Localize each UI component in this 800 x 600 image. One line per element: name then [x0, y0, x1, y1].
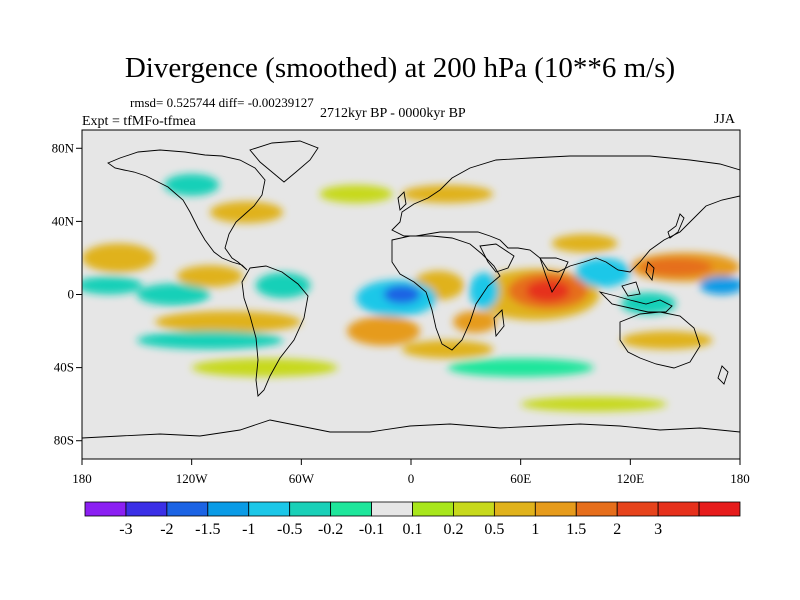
lon-tick-label: 60E: [510, 471, 531, 486]
colorbar: -3 -2 -1.5 -1 -0.5 -0.2 -0.1 0.1 0.2 0.5 1 1.5 2 3: [84, 501, 741, 538]
colorbar-box: [125, 501, 168, 517]
experiment-label: Expt = tfMFo-tfmea: [82, 114, 196, 129]
colorbar-box: [330, 501, 372, 517]
lat-tick-label: 40S: [54, 360, 74, 375]
anomaly-blob: [469, 272, 499, 310]
stats-line: rmsd= 0.525744 diff= -0.00239127: [130, 95, 314, 110]
anomaly-blob: [639, 257, 713, 277]
colorbar-box: [534, 501, 577, 517]
anomaly-blob: [447, 358, 594, 377]
colorbar-box: [616, 501, 659, 517]
lon-tick-label: 60W: [289, 471, 315, 486]
lat-tick-label: 0: [68, 287, 75, 302]
lon-tick-label: 180: [730, 471, 750, 486]
colorbar-label: 0.2: [443, 521, 463, 538]
anomaly-blob: [136, 331, 284, 350]
colorbar-box: [248, 501, 291, 517]
lon-tick-label: 180: [72, 471, 92, 486]
anomaly-blob: [575, 257, 631, 288]
new-zealand-coastline: [717, 365, 729, 385]
arabia-coastline: [479, 243, 515, 273]
colorbar-label: 2: [613, 521, 621, 538]
japan-coastline: [667, 213, 685, 239]
anomaly-blob: [453, 310, 497, 333]
chart-title: Divergence (smoothed) at 200 hPa (10**6 …: [124, 52, 676, 84]
anomaly-blob: [401, 184, 494, 204]
colorbar-box: [166, 501, 209, 517]
anomaly-blob: [177, 265, 243, 288]
longitude-axis: 180 120W 60W 0 60E 120E 180: [72, 459, 750, 486]
anomaly-blob: [255, 272, 311, 299]
colorbar-box: [493, 501, 536, 517]
colorbar-box: [412, 501, 454, 517]
colorbar-label: 3: [654, 521, 662, 538]
australia-coastline: [619, 311, 701, 369]
north-america-coastline: [107, 149, 266, 271]
anomaly-blob: [347, 316, 421, 346]
anomaly-blob: [401, 340, 494, 359]
colorbar-box: [84, 501, 127, 517]
coastlines: [82, 140, 740, 439]
colorbar-label: -2: [160, 521, 173, 538]
lon-tick-label: 0: [408, 471, 415, 486]
anomaly-blob: [136, 283, 210, 306]
lat-tick-label: 80N: [52, 140, 75, 155]
south-america-coastline: [241, 265, 309, 397]
colorbar-box: [371, 501, 413, 517]
eurasia-coastline: [391, 155, 740, 273]
anomaly-blob: [82, 276, 143, 295]
indonesia-coastline: [598, 291, 673, 313]
colorbar-label: 0.5: [484, 521, 504, 538]
colorbar-label: -3: [119, 521, 132, 538]
anomaly-blob: [319, 184, 393, 204]
colorbar-label: 1.5: [566, 521, 586, 538]
colorbar-label: 0.1: [403, 521, 423, 538]
colorbar-label: -0.5: [277, 521, 302, 538]
anomaly-blob: [520, 396, 667, 412]
colorbar-box: [453, 501, 495, 517]
madagascar-coastline: [493, 309, 505, 338]
africa-coastline: [391, 235, 501, 351]
uk-coastline: [397, 191, 407, 211]
greenland-coastline: [249, 140, 319, 183]
colorbar-label: -0.1: [359, 521, 384, 538]
anomaly-blob: [551, 234, 618, 253]
borneo-coastline: [621, 281, 641, 297]
lat-tick-label: 80S: [54, 433, 74, 448]
anomaly-blob: [82, 243, 156, 273]
anomaly-blob: [191, 358, 338, 377]
latitude-axis: 80N 40N 0 40S 80S: [52, 140, 82, 448]
anomaly-blob: [383, 285, 421, 304]
lon-tick-label: 120E: [617, 471, 645, 486]
anomaly-blob: [164, 173, 220, 196]
anomaly-blob: [155, 310, 302, 333]
colorbar-box: [575, 501, 618, 517]
anomaly-blob: [526, 279, 571, 302]
colorbar-label: -1: [242, 521, 255, 538]
anomaly-blob: [699, 276, 740, 295]
colorbar-box: [698, 501, 741, 517]
lon-tick-label: 120W: [176, 471, 209, 486]
colorbar-label: -1.5: [195, 521, 220, 538]
lat-tick-label: 40N: [52, 213, 75, 228]
colorbar-box: [207, 501, 250, 517]
india-coastline: [539, 257, 569, 293]
antarctica-coastline: [82, 419, 740, 439]
anomaly-blob: [621, 331, 713, 350]
season-label: JJA: [714, 112, 736, 127]
colorbar-box: [289, 501, 332, 517]
colorbar-label: -0.2: [318, 521, 343, 538]
philippines-coastline: [645, 261, 655, 282]
colorbar-label: 1: [531, 521, 539, 538]
colorbar-box: [657, 501, 700, 517]
time-subtitle: 2712kyr BP - 0000kyr BP: [320, 106, 466, 121]
